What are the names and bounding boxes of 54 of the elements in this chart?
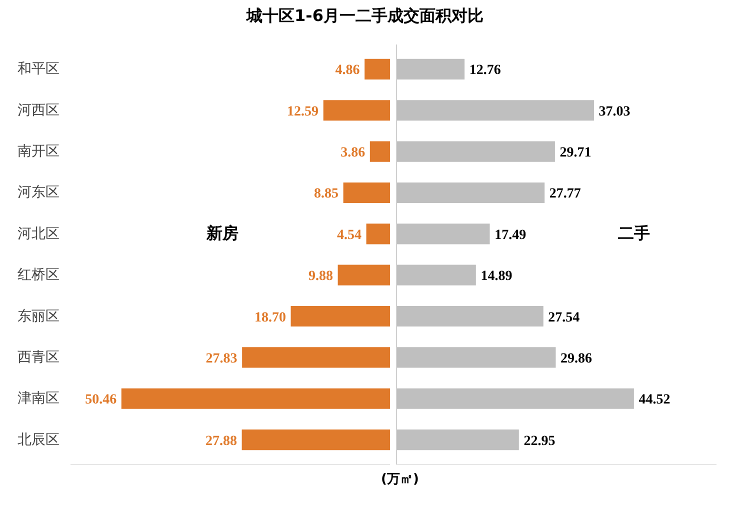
data-label: 44.52 bbox=[638, 392, 670, 408]
data-label: 29.86 bbox=[560, 351, 592, 366]
y-tick-label: 红桥区 bbox=[18, 267, 60, 284]
y-tick-label: 西青区 bbox=[18, 349, 60, 366]
data-label: 27.83 bbox=[206, 351, 238, 366]
bar bbox=[396, 430, 519, 450]
y-tick-label: 津南区 bbox=[18, 390, 60, 407]
bar bbox=[290, 306, 390, 327]
bar bbox=[242, 347, 390, 368]
y-tick-label: 和平区 bbox=[18, 61, 60, 78]
data-label: 12.59 bbox=[287, 104, 319, 120]
data-label: 37.03 bbox=[598, 104, 630, 120]
data-label: 27.88 bbox=[206, 434, 238, 449]
data-label: 3.86 bbox=[340, 146, 366, 161]
bar bbox=[366, 224, 390, 244]
data-label: 12.76 bbox=[469, 63, 501, 78]
bar bbox=[396, 264, 476, 286]
data-label: 29.71 bbox=[560, 146, 592, 161]
bar bbox=[396, 141, 555, 162]
data-label: 22.95 bbox=[524, 434, 556, 449]
bar bbox=[396, 58, 465, 80]
data-label: 18.70 bbox=[254, 310, 286, 326]
bar bbox=[396, 100, 594, 121]
data-label: 14.89 bbox=[480, 269, 512, 284]
bar bbox=[396, 306, 544, 327]
data-label: 4.54 bbox=[336, 228, 362, 243]
bar bbox=[396, 224, 490, 244]
data-label: 50.46 bbox=[85, 392, 117, 408]
bar bbox=[364, 58, 390, 80]
data-label: 27.54 bbox=[548, 310, 580, 326]
data-label: 4.86 bbox=[335, 63, 360, 78]
text: 新房 bbox=[205, 223, 238, 242]
data-label: 17.49 bbox=[494, 228, 526, 243]
text: 二手 bbox=[618, 224, 650, 242]
bar bbox=[323, 100, 390, 121]
y-tick-label: 河西区 bbox=[18, 102, 60, 118]
y-tick-label: 南开区 bbox=[18, 144, 60, 160]
bar bbox=[396, 347, 556, 368]
bar bbox=[338, 264, 390, 286]
x-axis-title: (万㎡) bbox=[381, 471, 419, 489]
chart-title: 城十区1-6月一二手成交面积对比 bbox=[246, 5, 484, 27]
bar bbox=[343, 182, 390, 204]
bar bbox=[242, 430, 390, 450]
bar bbox=[396, 388, 634, 409]
y-tick-label: 河东区 bbox=[18, 184, 60, 201]
data-label: 8.85 bbox=[314, 186, 338, 202]
bar bbox=[121, 388, 390, 409]
bar bbox=[370, 141, 390, 162]
bar bbox=[396, 182, 545, 204]
data-label: 27.77 bbox=[549, 186, 581, 202]
y-tick-label: 河北区 bbox=[18, 226, 60, 242]
data-label: 9.88 bbox=[308, 269, 334, 284]
y-tick-label: 东丽区 bbox=[18, 308, 60, 324]
y-tick-label: 北辰区 bbox=[18, 432, 60, 448]
